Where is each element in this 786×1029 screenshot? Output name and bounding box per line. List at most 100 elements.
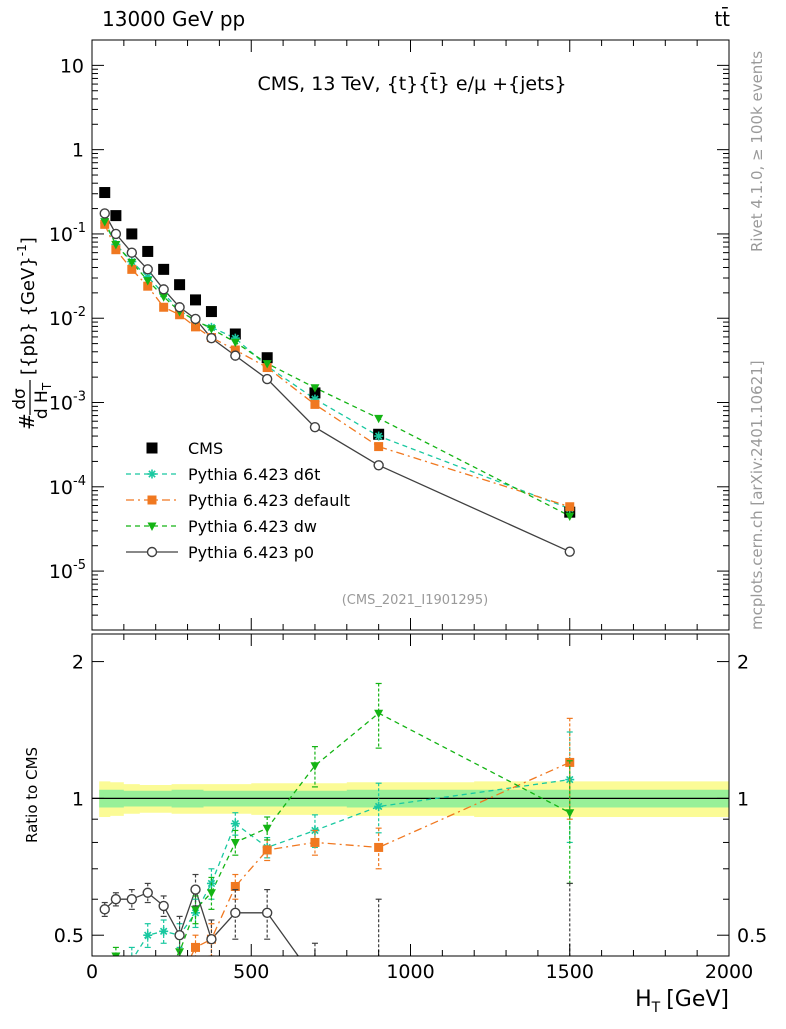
ratio-errorbar-pythia-6-423-d6t xyxy=(128,946,135,956)
point-pythia-6-423-dw xyxy=(262,360,272,369)
point-pythia-6-423-default xyxy=(374,442,384,452)
ratio-errorbar-pythia-6-423-d6t xyxy=(112,955,119,956)
ratio-errorbar-pythia-6-423-d6t xyxy=(102,960,108,979)
ratio-point-pythia-6-423-dw xyxy=(159,971,168,979)
y-label-hash: # xyxy=(15,413,39,430)
point-pythia-6-423-default xyxy=(230,345,240,355)
point-pythia-6-423-p0 xyxy=(110,228,122,240)
legend-label: Pythia 6.423 p0 xyxy=(188,543,314,562)
ratio-errorbar-pythia-6-423-p0 xyxy=(176,915,183,956)
svg-text:d HT: d HT xyxy=(32,382,54,419)
ratio-point-pythia-6-423-default xyxy=(100,975,109,984)
mcplots-label: mcplots.cern.ch [arXiv:2401.10621] xyxy=(748,360,766,630)
header-left-label: 13000 GeV pp xyxy=(102,7,245,31)
ratio-point-pythia-6-423-d6t xyxy=(374,801,384,811)
ratio-tick-label-right: 2 xyxy=(737,652,749,674)
ratio-point-pythia-6-423-p0 xyxy=(99,904,110,915)
point-cms xyxy=(309,387,321,399)
point-pythia-6-423-default xyxy=(565,502,575,512)
x-label-unit: [GeV] xyxy=(666,987,729,1012)
ratio-point-pythia-6-423-dw xyxy=(127,971,136,979)
series-line-pythia-6-423-default xyxy=(104,224,570,508)
ratio-point-pythia-6-423-dw xyxy=(111,952,121,956)
legend-marker-pythia-6-423-dw xyxy=(147,522,157,531)
ratio-point-pythia-6-423-p0 xyxy=(110,894,122,905)
point-pythia-6-423-p0 xyxy=(309,421,321,433)
ratio-point-pythia-6-423-p0 xyxy=(158,900,169,912)
point-pythia-6-423-default xyxy=(127,264,137,274)
ratio-point-pythia-6-423-d6t xyxy=(143,930,153,940)
ratio-tick-label: 1 xyxy=(72,788,84,810)
y-tick-label: 10-2 xyxy=(49,305,86,330)
ratio-point-pythia-6-423-p0 xyxy=(142,887,153,898)
header-right-label: tt̄ xyxy=(714,6,730,31)
ratio-point-pythia-6-423-dw xyxy=(374,709,384,719)
point-pythia-6-423-p0 xyxy=(564,546,575,557)
ratio-point-pythia-6-423-dw xyxy=(206,889,216,898)
ratio-errorbar-pythia-6-423-dw xyxy=(129,960,135,989)
point-pythia-6-423-d6t xyxy=(374,431,384,441)
svg-text:#: # xyxy=(15,413,39,430)
y-tick-label: 10-3 xyxy=(49,390,86,415)
point-pythia-6-423-dw xyxy=(230,338,240,348)
point-pythia-6-423-dw xyxy=(374,414,384,424)
y-tick-label: 10 xyxy=(60,55,84,77)
point-pythia-6-423-p0 xyxy=(174,302,185,313)
point-pythia-6-423-default xyxy=(159,302,169,312)
point-pythia-6-423-dw xyxy=(127,258,137,268)
series-line-pythia-6-423-d6t xyxy=(104,222,571,510)
y-tick-label: 1 xyxy=(72,140,84,162)
y-tick-label: 10-4 xyxy=(49,474,86,499)
ratio-errorbar-pythia-6-423-default xyxy=(145,1000,151,1023)
ratio-point-pythia-6-423-p0 xyxy=(230,907,241,919)
ratio-point-pythia-6-423-d6t xyxy=(230,819,240,829)
point-pythia-6-423-p0 xyxy=(190,313,201,325)
y-axis-label: # dσ d HT [{pb} {GeV}-1] xyxy=(10,237,54,430)
ratio-point-pythia-6-423-default xyxy=(262,845,272,855)
point-pythia-6-423-p0 xyxy=(126,247,138,258)
ratio-point-pythia-6-423-p0 xyxy=(261,907,273,919)
y-label-unit-close: ] xyxy=(18,237,39,244)
ratio-point-pythia-6-423-p0 xyxy=(310,975,319,984)
y-label-unit-sup: -1 xyxy=(15,244,29,256)
point-cms xyxy=(142,245,154,257)
point-pythia-6-423-default xyxy=(191,322,201,332)
ratio-errorbar-pythia-6-423-d6t xyxy=(192,898,199,929)
x-tick-label: 2000 xyxy=(705,961,753,983)
ratio-point-pythia-6-423-dw xyxy=(230,838,240,848)
ratio-point-pythia-6-423-default xyxy=(127,1001,136,1010)
svg-text:[{pb} {GeV}-1]: [{pb} {GeV}-1] xyxy=(15,237,39,375)
ratio-errorbar-pythia-6-423-default xyxy=(102,970,108,990)
ratio-errorbar-pythia-6-423-default xyxy=(129,995,135,1018)
x-label-main: H xyxy=(635,987,652,1012)
point-pythia-6-423-dw xyxy=(206,325,216,334)
point-cms xyxy=(174,279,186,291)
ratio-point-pythia-6-423-p0 xyxy=(374,975,383,984)
ratio-errorbar-pythia-6-423-d6t xyxy=(375,782,382,834)
point-cms xyxy=(99,187,111,199)
y-label-numerator: dσ xyxy=(10,388,30,410)
y-label-denominator-sub: T xyxy=(40,382,54,391)
ratio-point-pythia-6-423-default xyxy=(374,842,384,852)
legend-label: Pythia 6.423 d6t xyxy=(188,465,320,484)
x-axis-label: HT [GeV] xyxy=(635,987,729,1016)
legend-marker-pythia-6-423-default xyxy=(147,495,157,505)
ratio-errorbar-pythia-6-423-p0 xyxy=(375,898,382,956)
point-cms xyxy=(126,228,138,240)
ratio-point-pythia-6-423-d6t xyxy=(131,955,133,956)
legend-label: CMS xyxy=(188,439,223,458)
ratio-point-pythia-6-423-p0 xyxy=(565,1001,574,1010)
ratio-errorbar-pythia-6-423-p0 xyxy=(311,942,318,956)
series-line-pythia-6-423-dw xyxy=(104,221,571,517)
ratio-line-pythia-6-423-p0 xyxy=(104,887,300,956)
rivet-version-label: Rivet 4.1.0, ≥ 100k events xyxy=(748,51,766,252)
ratio-point-pythia-6-423-p0 xyxy=(174,930,185,941)
ratio-errorbar-pythia-6-423-default xyxy=(113,984,119,1005)
point-cms xyxy=(190,294,202,306)
ratio-point-pythia-6-423-dw xyxy=(310,762,320,771)
ratio-point-pythia-6-423-p0 xyxy=(206,933,217,945)
ratio-point-pythia-6-423-default xyxy=(310,837,320,847)
point-pythia-6-423-default xyxy=(310,399,320,409)
